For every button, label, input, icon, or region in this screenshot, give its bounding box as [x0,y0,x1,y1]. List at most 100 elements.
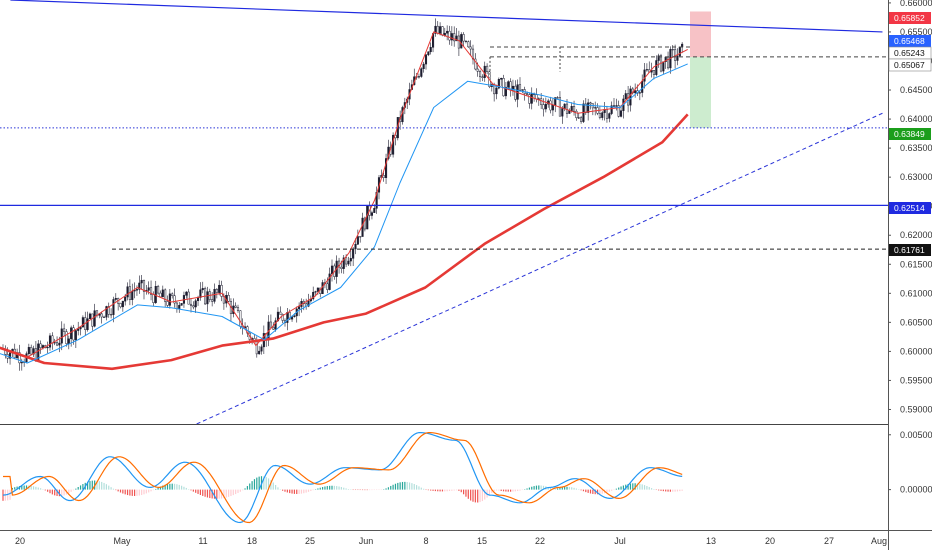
candle-body [18,352,21,364]
candle-body [171,293,174,296]
macd-histogram-bar [498,489,500,491]
macd-histogram-bar [317,488,319,490]
macd-histogram-bar [641,484,643,490]
candle-body [187,291,190,305]
candle-body [422,63,425,69]
macd-histogram-bar [129,489,131,496]
macd-histogram-bar [463,489,465,495]
macd-histogram-bar [82,484,84,490]
macd-histogram-bar [23,485,25,490]
macd-histogram-bar [448,489,451,492]
candle-body [575,110,578,119]
candle-body [448,30,451,41]
candle-body [175,302,178,310]
candle-body [641,80,644,93]
macd-histogram-bar [275,484,277,490]
macd-histogram-bar [679,489,681,492]
candle-body [206,291,209,305]
macd-histogram-bar [190,489,192,491]
macd-histogram-bar [213,489,216,499]
candle-body [504,86,507,97]
price-tick-label: 0.61500 [900,259,932,269]
candle-body [164,289,167,302]
macd-histogram-bar [338,486,340,490]
macd-line [2,432,683,524]
macd-histogram-bar [366,489,368,491]
macd-histogram-bar [582,489,585,492]
macd-histogram-bar [286,489,288,493]
candle-body [352,248,355,259]
candle-body [345,257,348,265]
time-tick-label: 25 [305,536,315,546]
macd-histogram-bar [535,485,538,490]
candle-body [272,326,275,330]
macd-histogram-bar [665,489,667,492]
candle-body [598,113,601,118]
macd-histogram-bar [660,489,662,491]
macd-histogram-bar [183,486,185,490]
macd-histogram-bar [505,489,507,492]
candle-body [260,346,263,352]
candle-body [528,94,531,104]
candle-body [627,93,630,106]
candle-body [126,286,129,298]
candle-body [312,291,315,300]
macd-histogram-bar [420,487,422,490]
macd-histogram-bar [615,488,617,490]
candle-body [56,342,59,346]
candle-body [154,286,157,303]
macd-histogram-bar [542,485,545,490]
macd-histogram-bar [453,489,455,491]
macd-histogram-bar [237,489,239,493]
macd-histogram-bar [345,488,347,490]
macd-histogram-bar [122,489,124,494]
macd-histogram-bar [192,489,194,492]
macd-histogram-bar [369,489,371,491]
candle-body [453,33,456,42]
candle-body [316,287,319,292]
candle-body [269,321,272,328]
macd-histogram-bar [230,489,232,497]
macd-histogram-bar [622,485,624,490]
macd-histogram-bar [176,484,178,490]
candle-body [551,105,554,111]
price-badge-label: 0.61761 [894,245,925,255]
candle-body [385,158,388,178]
price-badge-label: 0.65067 [894,60,925,70]
candle-body [455,35,458,42]
macd-histogram-bar [479,489,481,503]
macd-histogram-bar [223,489,225,499]
macd-histogram-bar [79,485,82,490]
macd-histogram-bar [126,489,129,496]
macd-histogram-bar [58,489,60,497]
macd-histogram-bar [519,489,521,491]
macd-histogram-bar [293,489,295,494]
macd-histogram-bar [580,489,582,491]
candle-body [199,289,202,298]
macd-histogram-bar [667,489,669,492]
candle-body [234,305,237,308]
macd-histogram-bar [510,489,512,492]
candle-body [135,289,138,291]
macd-histogram-bar [150,489,152,492]
candle-body [587,102,590,113]
macd-histogram-bar [305,489,307,493]
macd-histogram-bar [672,489,674,492]
candle-body [255,340,258,355]
macd-histogram-bar [244,488,246,490]
time-tick-label: 18 [247,536,257,546]
macd-histogram-bar [35,486,37,490]
candle-body [556,97,559,99]
macd-histogram-bar [218,489,220,499]
macd-histogram-bar [307,489,310,492]
price-tick-label: 0.60000 [900,346,932,356]
candle-body [436,25,439,34]
candle-body [540,98,543,105]
drawn-annotations [0,0,888,425]
macd-histogram-bar [272,482,274,490]
macd-histogram-bar [14,487,16,490]
price-badge-label: 0.65243 [894,48,925,58]
price-badge-label: 0.65852 [894,13,925,23]
candle-body [173,295,176,304]
